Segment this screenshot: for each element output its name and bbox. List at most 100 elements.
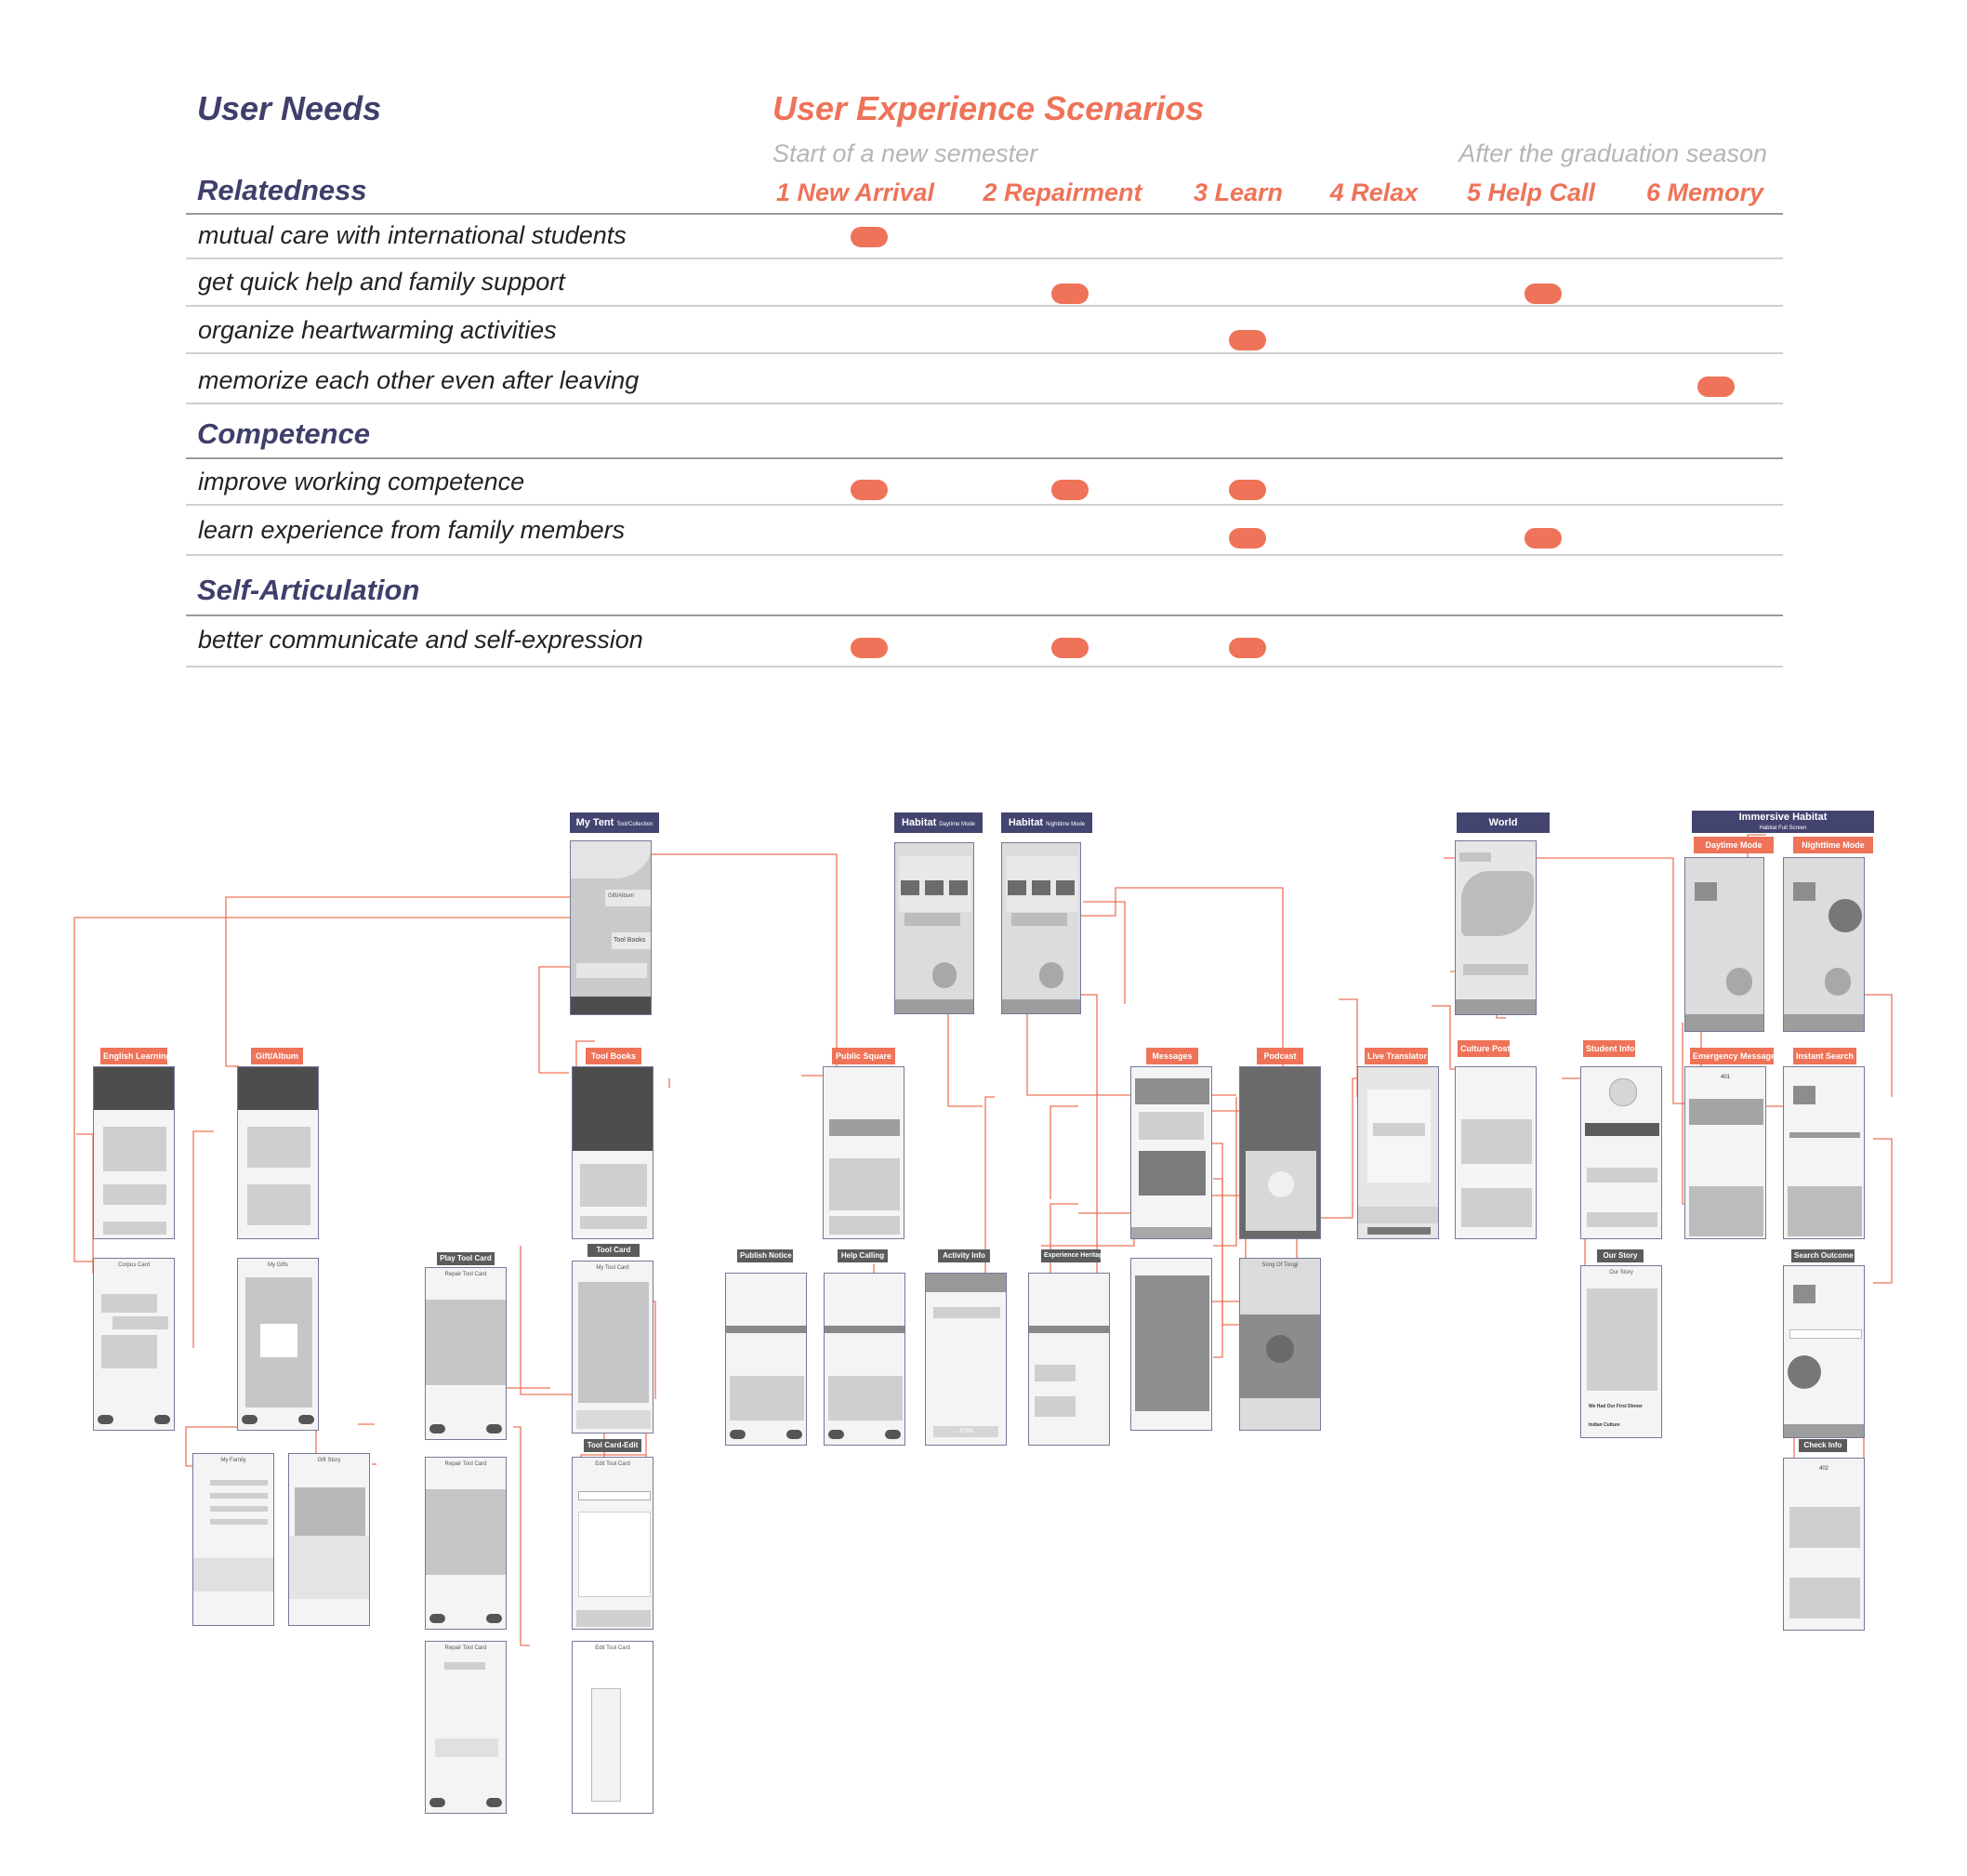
label-student-info: Student Info	[1583, 1040, 1635, 1057]
room-number-402: 402	[1818, 1466, 1828, 1472]
section-world: World	[1457, 812, 1550, 833]
screen-title: Gift Story	[317, 1458, 341, 1463]
scenario-header-3: 3 Learn	[1193, 178, 1284, 206]
scenario-match-dot	[1051, 638, 1089, 658]
need-row: improve working competence	[186, 459, 1783, 506]
need-row: organize heartwarming activities	[186, 307, 1783, 354]
screen-podcast-player: Song Of Tongji	[1239, 1258, 1321, 1431]
scenario-header-5: 5 Help Call	[1466, 178, 1596, 206]
tool-books-button[interactable]: Tool Books	[614, 937, 646, 944]
screen-title: Edit Tool Card	[595, 1645, 630, 1651]
scenario-match-dot	[851, 638, 888, 658]
first-dinner-text: We Had Our First Dinner	[1589, 1404, 1643, 1409]
label-tool-card: Tool Card	[587, 1244, 640, 1257]
group-divider	[186, 213, 1783, 215]
section-habitat-daytime: Habitat Daytime Mode	[894, 812, 983, 833]
gift-album-button[interactable]: Gift/Album	[608, 893, 635, 899]
scenario-header-4: 4 Relax	[1329, 178, 1419, 206]
screen-my-tool-card: My Tool Card	[572, 1261, 653, 1433]
label-play-tool-card: Play Tool Card	[437, 1252, 495, 1265]
screen-my-family: My Family	[192, 1453, 274, 1626]
need-row: better communicate and self-expression	[186, 616, 1783, 667]
scenario-match-dot	[1051, 284, 1089, 304]
screen-title: Corpus Card	[117, 1262, 150, 1268]
indian-culture-text: Indian Culture	[1589, 1422, 1620, 1428]
label-culture-post: Culture Post	[1458, 1040, 1511, 1057]
scenario-match-dot	[851, 480, 888, 500]
group-divider	[186, 457, 1783, 459]
screen-live-translator	[1357, 1066, 1439, 1239]
need-label: improve working competence	[198, 468, 525, 495]
screen-check-info: 402	[1783, 1458, 1865, 1631]
label-messages: Messages	[1146, 1048, 1198, 1064]
group-divider	[186, 614, 1783, 616]
label-emergency-message: Emergency Message	[1690, 1048, 1776, 1064]
screen-instant-search	[1783, 1066, 1865, 1239]
scenario-match-dot	[1697, 377, 1735, 397]
join-button[interactable]: JOIN	[933, 1426, 998, 1437]
ux-scenarios-title: User Experience Scenarios	[772, 89, 1205, 127]
screen-gift-story: Gift Story	[288, 1453, 370, 1626]
label-podcast: Podcast	[1257, 1048, 1303, 1064]
scenario-match-dot	[851, 227, 888, 247]
scenario-match-dot	[1525, 528, 1562, 548]
group-title-relatedness: Relatedness	[197, 174, 367, 206]
screen-english-learning	[93, 1066, 175, 1239]
screen-activity-info: JOIN	[925, 1273, 1007, 1446]
need-row: get quick help and family support	[186, 259, 1783, 307]
need-row: mutual care with international students	[186, 215, 1783, 259]
screen-our-story: Our Story We Had Our First Dinner Indian…	[1580, 1265, 1662, 1438]
screen-emergency-message: 401	[1684, 1066, 1766, 1239]
label-instant-search: Instant Search	[1793, 1048, 1856, 1064]
label-check-info: Check Info	[1799, 1439, 1847, 1452]
screen-podcast	[1239, 1066, 1321, 1239]
label-tool-card-edit: Tool Card-Edit	[584, 1439, 641, 1452]
user-needs-title: User Needs	[197, 89, 382, 127]
label-live-translator: Live Translator	[1365, 1048, 1428, 1064]
screen-habitat-nighttime	[1001, 842, 1081, 1014]
screen-student-info	[1580, 1066, 1662, 1239]
screen-publish-notice	[725, 1273, 807, 1446]
screen-title: My Family	[220, 1458, 246, 1463]
label-tool-books: Tool Books	[586, 1048, 641, 1064]
screen-my-gifts: My Gifts	[237, 1258, 319, 1431]
screen-title: Edit Tool Card	[595, 1461, 630, 1467]
screen-corpus-card: Corpus Card	[93, 1258, 175, 1431]
scenario-match-dot	[1229, 528, 1266, 548]
screen-culture-post	[1455, 1066, 1537, 1239]
label-help-calling: Help Calling	[838, 1249, 888, 1262]
need-label: learn experience from family members	[198, 516, 626, 544]
scenario-match-dot	[1051, 480, 1089, 500]
scenario-match-dot	[1229, 330, 1266, 350]
period-end-label: After the graduation season	[1459, 139, 1767, 167]
screen-title: My Tool Card	[596, 1265, 629, 1271]
screen-repair-tool-card-3: Repair Tool Card	[425, 1641, 507, 1814]
screen-title: Repair Tool Card	[444, 1461, 487, 1467]
screen-edit-tool-card: Edit Tool Card	[572, 1457, 653, 1630]
scenario-match-dot	[1229, 638, 1266, 658]
screen-tool-books	[572, 1066, 653, 1239]
screen-title: Our Story	[1609, 1270, 1633, 1275]
label-search-outcome: Search Outcome	[1791, 1249, 1855, 1262]
label-publish-notice: Publish Notice	[737, 1249, 793, 1262]
screen-gift-album	[237, 1066, 319, 1239]
need-label: get quick help and family support	[198, 268, 565, 296]
scenario-match-dot	[1229, 480, 1266, 500]
screen-world	[1455, 840, 1537, 1015]
screen-repair-tool-card-1: Repair Tool Card	[425, 1267, 507, 1440]
screen-search-outcome	[1783, 1265, 1865, 1438]
need-label: memorize each other even after leaving	[198, 366, 640, 394]
label-public-square: Public Square	[832, 1048, 895, 1064]
screen-title: My Gifts	[268, 1262, 288, 1268]
screen-public-square	[823, 1066, 904, 1239]
screen-repair-tool-card-2: Repair Tool Card	[425, 1457, 507, 1630]
label-gift-album: Gift/Album	[251, 1048, 303, 1064]
need-row: learn experience from family members	[186, 506, 1783, 556]
screen-title: Repair Tool Card	[444, 1645, 487, 1651]
need-row: memorize each other even after leaving	[186, 354, 1783, 404]
screen-habitat-daytime	[894, 842, 974, 1014]
scenario-match-dot	[1525, 284, 1562, 304]
screen-experience-heritage	[1028, 1273, 1110, 1446]
label-english-learning: English Learning	[100, 1048, 171, 1064]
need-label: better communicate and self-expression	[198, 626, 643, 654]
